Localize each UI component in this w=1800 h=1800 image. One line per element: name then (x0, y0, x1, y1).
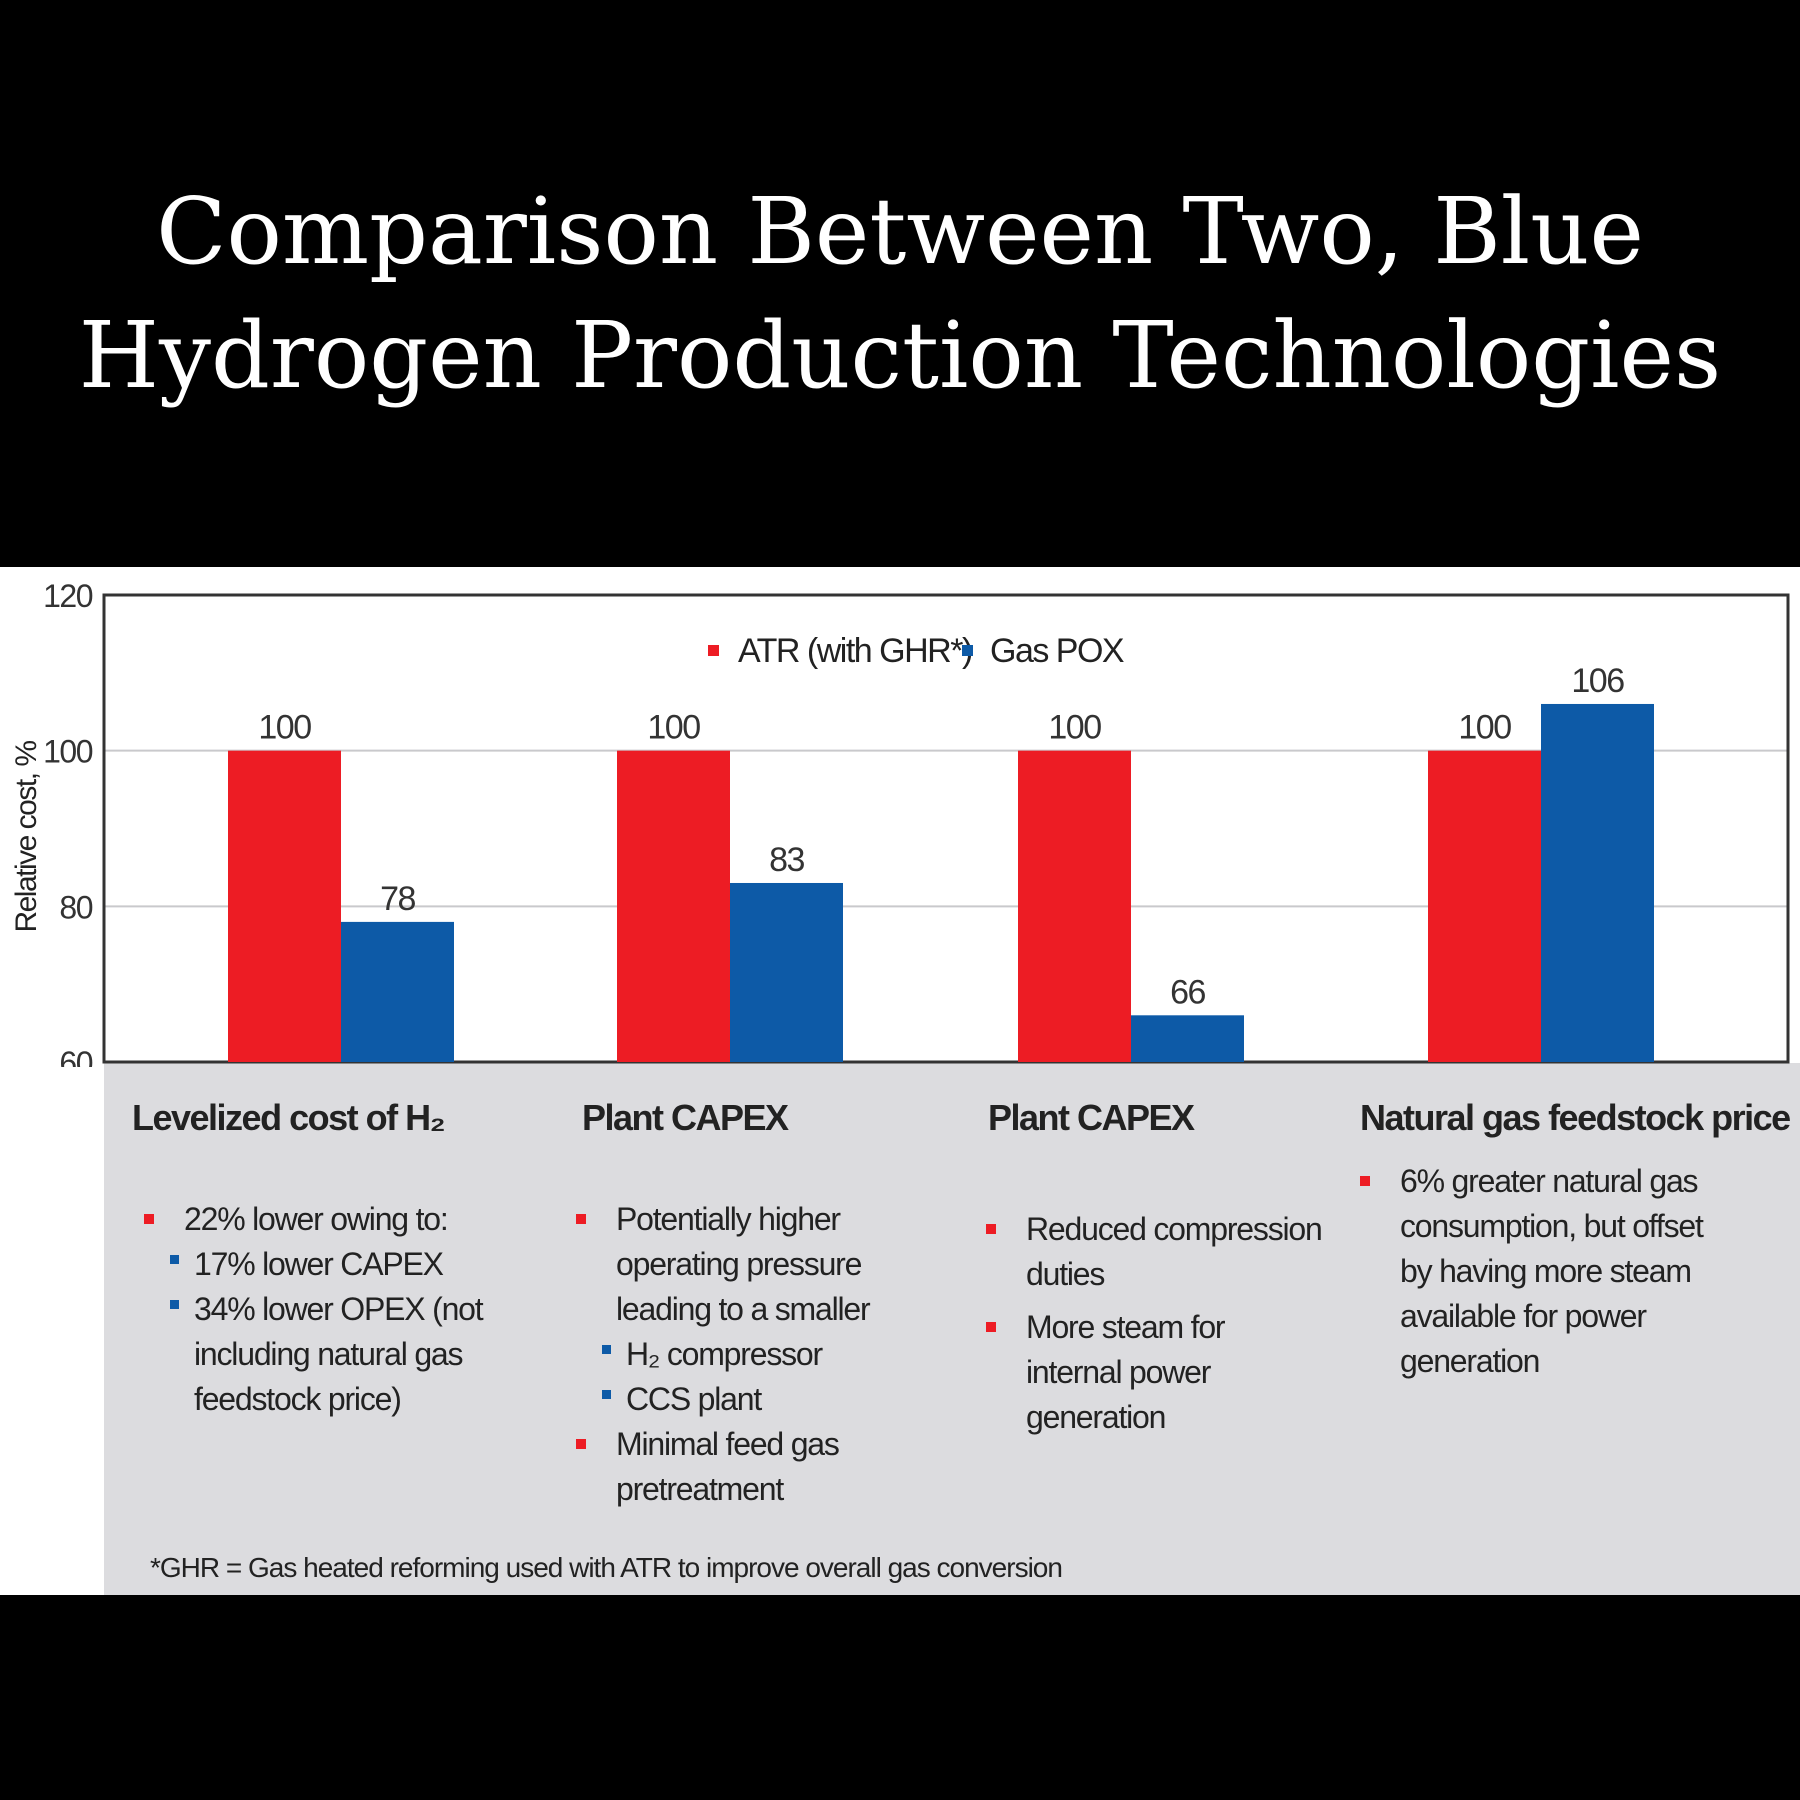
legend-swatch-icon (962, 645, 973, 656)
blue-bullet-icon (170, 1300, 179, 1309)
data-label: 100 (258, 709, 311, 747)
note-item: Potentially higher operating pressure le… (572, 1197, 902, 1332)
page-title: Comparison Between Two, Blue Hydrogen Pr… (0, 170, 1800, 418)
note-item: 34% lower OPEX (not including natural ga… (170, 1287, 510, 1422)
note-item: CCS plant (602, 1377, 902, 1422)
note-item: H₂ compressor (602, 1332, 902, 1377)
legend-label: Gas POX (990, 632, 1124, 670)
data-label: 100 (1048, 709, 1101, 747)
blue-bullet-icon (602, 1390, 611, 1399)
category-label-3: Plant CAPEX (988, 1097, 1195, 1138)
y-axis-label: Relative cost, % (10, 741, 43, 933)
data-label: 106 (1571, 662, 1624, 700)
legend-label: ATR (with GHR*) (738, 632, 972, 670)
bar-atr (228, 750, 341, 1062)
bar-atr (1018, 750, 1131, 1062)
title-line-2: Hydrogen Production Technologies (78, 302, 1722, 409)
notes-column-4: 6% greater natural gas consumption, but … (1356, 1159, 1716, 1384)
y-tick-label: 100 (43, 734, 93, 770)
notes-column-1: 22% lower owing to: 17% lower CAPEX 34% … (140, 1197, 510, 1422)
red-bullet-icon (576, 1439, 586, 1449)
bar-gas-pox (730, 882, 843, 1062)
data-label: 78 (380, 880, 415, 918)
note-item: Minimal feed gas pretreatment (572, 1422, 902, 1512)
blue-bullet-icon (602, 1345, 611, 1354)
bar-atr (617, 750, 730, 1062)
note-item: 6% greater natural gas consumption, but … (1356, 1159, 1716, 1384)
red-bullet-icon (986, 1322, 996, 1332)
notes-column-3: Reduced compression duties More steam fo… (982, 1207, 1323, 1440)
category-label-1: Levelized cost of H₂ (132, 1097, 446, 1138)
red-bullet-icon (144, 1214, 154, 1224)
red-bullet-icon (1360, 1176, 1370, 1186)
bar-gas-pox (341, 921, 454, 1062)
notes-column-2: Potentially higher operating pressure le… (572, 1197, 902, 1512)
data-label: 100 (1458, 709, 1511, 747)
legend-swatch-icon (708, 645, 719, 656)
chart-panel: 60 80 100 120 Relative cost, % 100 100 100 100 78… (0, 567, 1800, 1595)
note-item: Reduced compression duties (982, 1207, 1323, 1297)
footnote: *GHR = Gas heated reforming used with AT… (150, 1552, 1063, 1583)
title-line-1: Comparison Between Two, Blue (156, 178, 1644, 285)
note-item: 17% lower CAPEX (170, 1242, 510, 1287)
bar-atr (1428, 750, 1541, 1062)
notes-area (104, 1063, 1800, 1595)
y-tick-label: 80 (59, 889, 92, 925)
bar-gas-pox (1541, 703, 1654, 1062)
note-item: More steam for internal power generation (982, 1305, 1322, 1440)
data-label: 83 (769, 841, 804, 879)
data-label: 100 (647, 709, 700, 747)
red-bullet-icon (576, 1214, 586, 1224)
bar-gas-pox (1131, 1015, 1244, 1062)
note-item: 22% lower owing to: (140, 1197, 510, 1242)
y-tick-label: 120 (43, 578, 93, 614)
category-label-2: Plant CAPEX (582, 1097, 789, 1138)
y-tick-label: 60 (59, 1045, 92, 1067)
plot-frame (102, 593, 1790, 1064)
category-label-4: Natural gas feedstock price (1360, 1097, 1791, 1138)
blue-bullet-icon (170, 1255, 179, 1264)
data-label: 66 (1170, 973, 1205, 1011)
red-bullet-icon (986, 1224, 996, 1234)
